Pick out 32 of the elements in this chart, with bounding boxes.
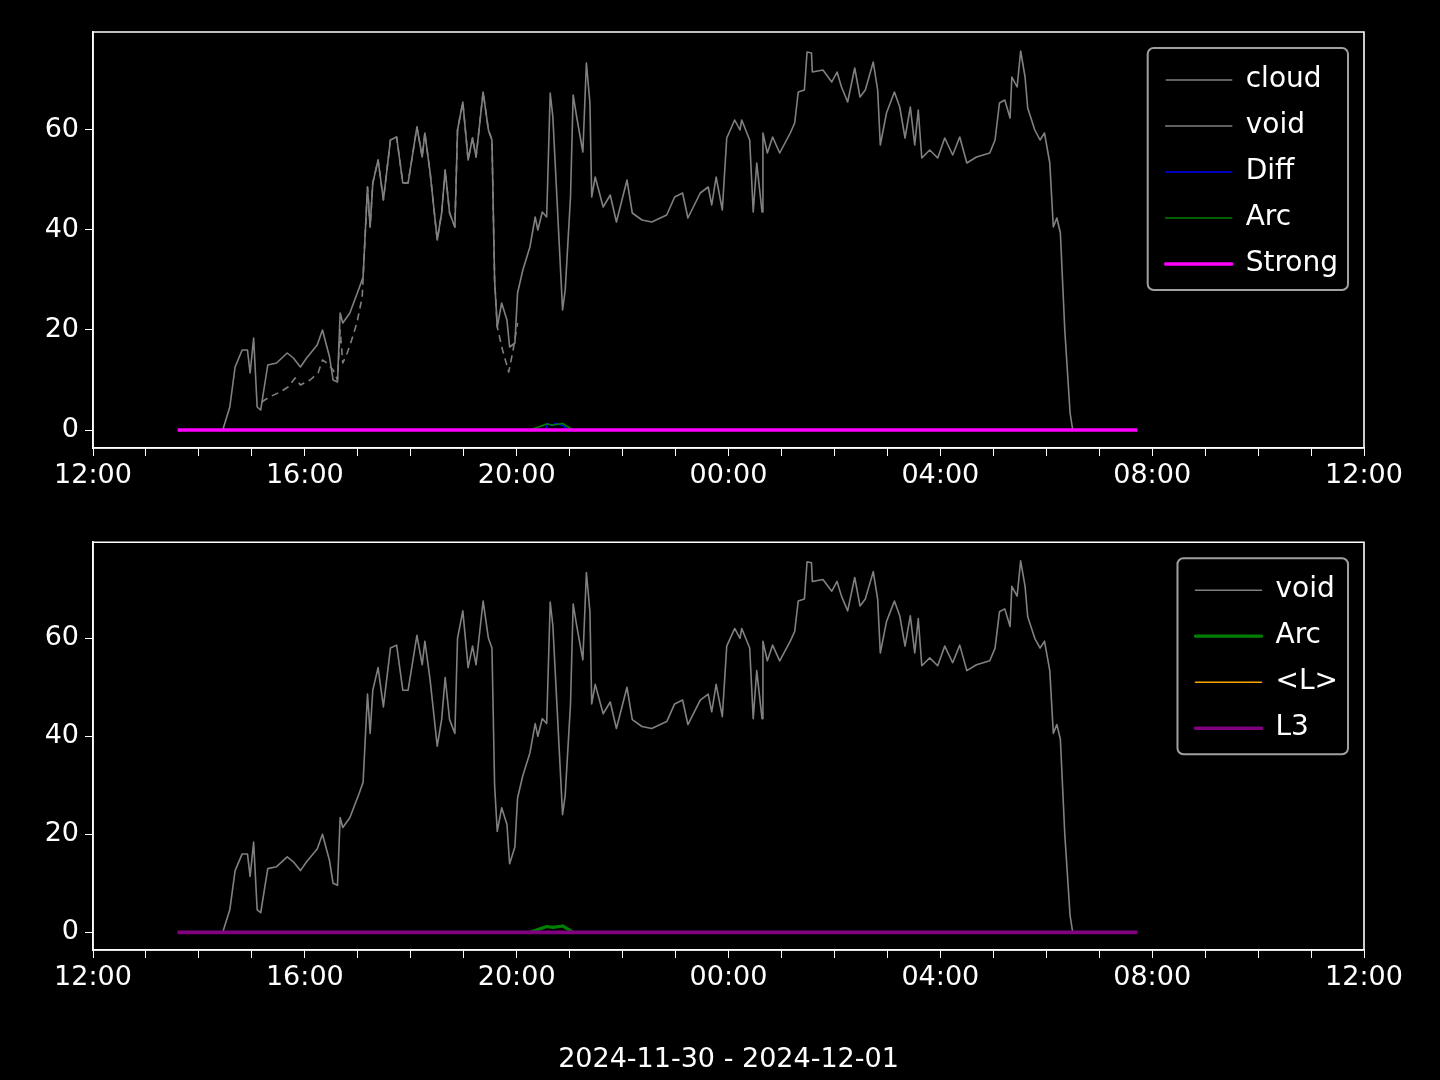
legend-label: void [1245,107,1305,141]
y-tick-label: 0 [61,412,79,444]
x-tick-label: 16:00 [265,458,344,490]
x-tick-label: 20:00 [477,960,556,992]
legend-label: Arc [1275,617,1321,651]
legend-label: L3 [1275,709,1309,743]
legend-label: Diff [1245,153,1296,187]
y-tick-label: 40 [44,212,79,244]
y-tick-label: 20 [44,312,79,344]
x-tick-label: 12:00 [54,960,132,992]
x-tick-label: 00:00 [689,458,768,490]
x-tick-label: 16:00 [265,960,344,992]
y-tick-label: 60 [44,620,79,652]
legend-label: Strong [1245,245,1339,279]
x-tick-label: 08:00 [1113,960,1192,992]
x-tick-label: 08:00 [1113,458,1192,490]
y-tick-label: 40 [44,718,79,750]
x-tick-label: 04:00 [901,960,980,992]
y-tick-label: 20 [44,816,79,848]
legend-label: <L> [1275,663,1339,697]
y-tick-label: 0 [61,914,79,946]
legend-label: void [1275,571,1335,605]
x-tick-label: 00:00 [689,960,768,992]
x-axis-title: 2024-11-30 - 2024-12-01 [558,1041,899,1073]
x-tick-label: 04:00 [901,458,980,490]
y-tick-label: 60 [44,112,79,144]
x-tick-label: 12:00 [54,458,132,490]
x-tick-label: 12:00 [1325,960,1403,992]
legend-label: Arc [1245,199,1292,233]
x-tick-label: 12:00 [1325,458,1403,490]
legend-label: cloud [1245,61,1322,95]
x-tick-label: 20:00 [477,458,556,490]
